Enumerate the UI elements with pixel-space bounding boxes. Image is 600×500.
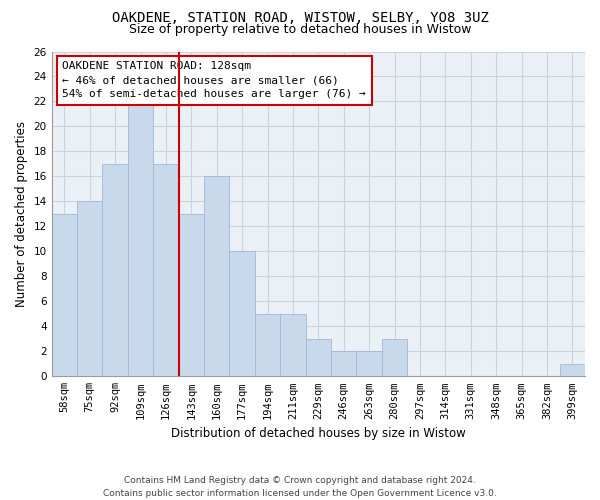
- Bar: [280, 314, 305, 376]
- Text: OAKDENE STATION ROAD: 128sqm
← 46% of detached houses are smaller (66)
54% of se: OAKDENE STATION ROAD: 128sqm ← 46% of de…: [62, 61, 366, 99]
- Text: OAKDENE, STATION ROAD, WISTOW, SELBY, YO8 3UZ: OAKDENE, STATION ROAD, WISTOW, SELBY, YO…: [112, 11, 488, 25]
- Text: Size of property relative to detached houses in Wistow: Size of property relative to detached ho…: [129, 22, 471, 36]
- Bar: [255, 314, 280, 376]
- Bar: [153, 164, 179, 376]
- Bar: [305, 339, 331, 376]
- Bar: [103, 164, 128, 376]
- Bar: [128, 102, 153, 376]
- X-axis label: Distribution of detached houses by size in Wistow: Distribution of detached houses by size …: [171, 427, 466, 440]
- Bar: [560, 364, 585, 376]
- Bar: [331, 352, 356, 376]
- Bar: [229, 252, 255, 376]
- Bar: [204, 176, 229, 376]
- Bar: [382, 339, 407, 376]
- Text: Contains HM Land Registry data © Crown copyright and database right 2024.
Contai: Contains HM Land Registry data © Crown c…: [103, 476, 497, 498]
- Bar: [52, 214, 77, 376]
- Bar: [179, 214, 204, 376]
- Bar: [77, 202, 103, 376]
- Y-axis label: Number of detached properties: Number of detached properties: [15, 121, 28, 307]
- Bar: [356, 352, 382, 376]
